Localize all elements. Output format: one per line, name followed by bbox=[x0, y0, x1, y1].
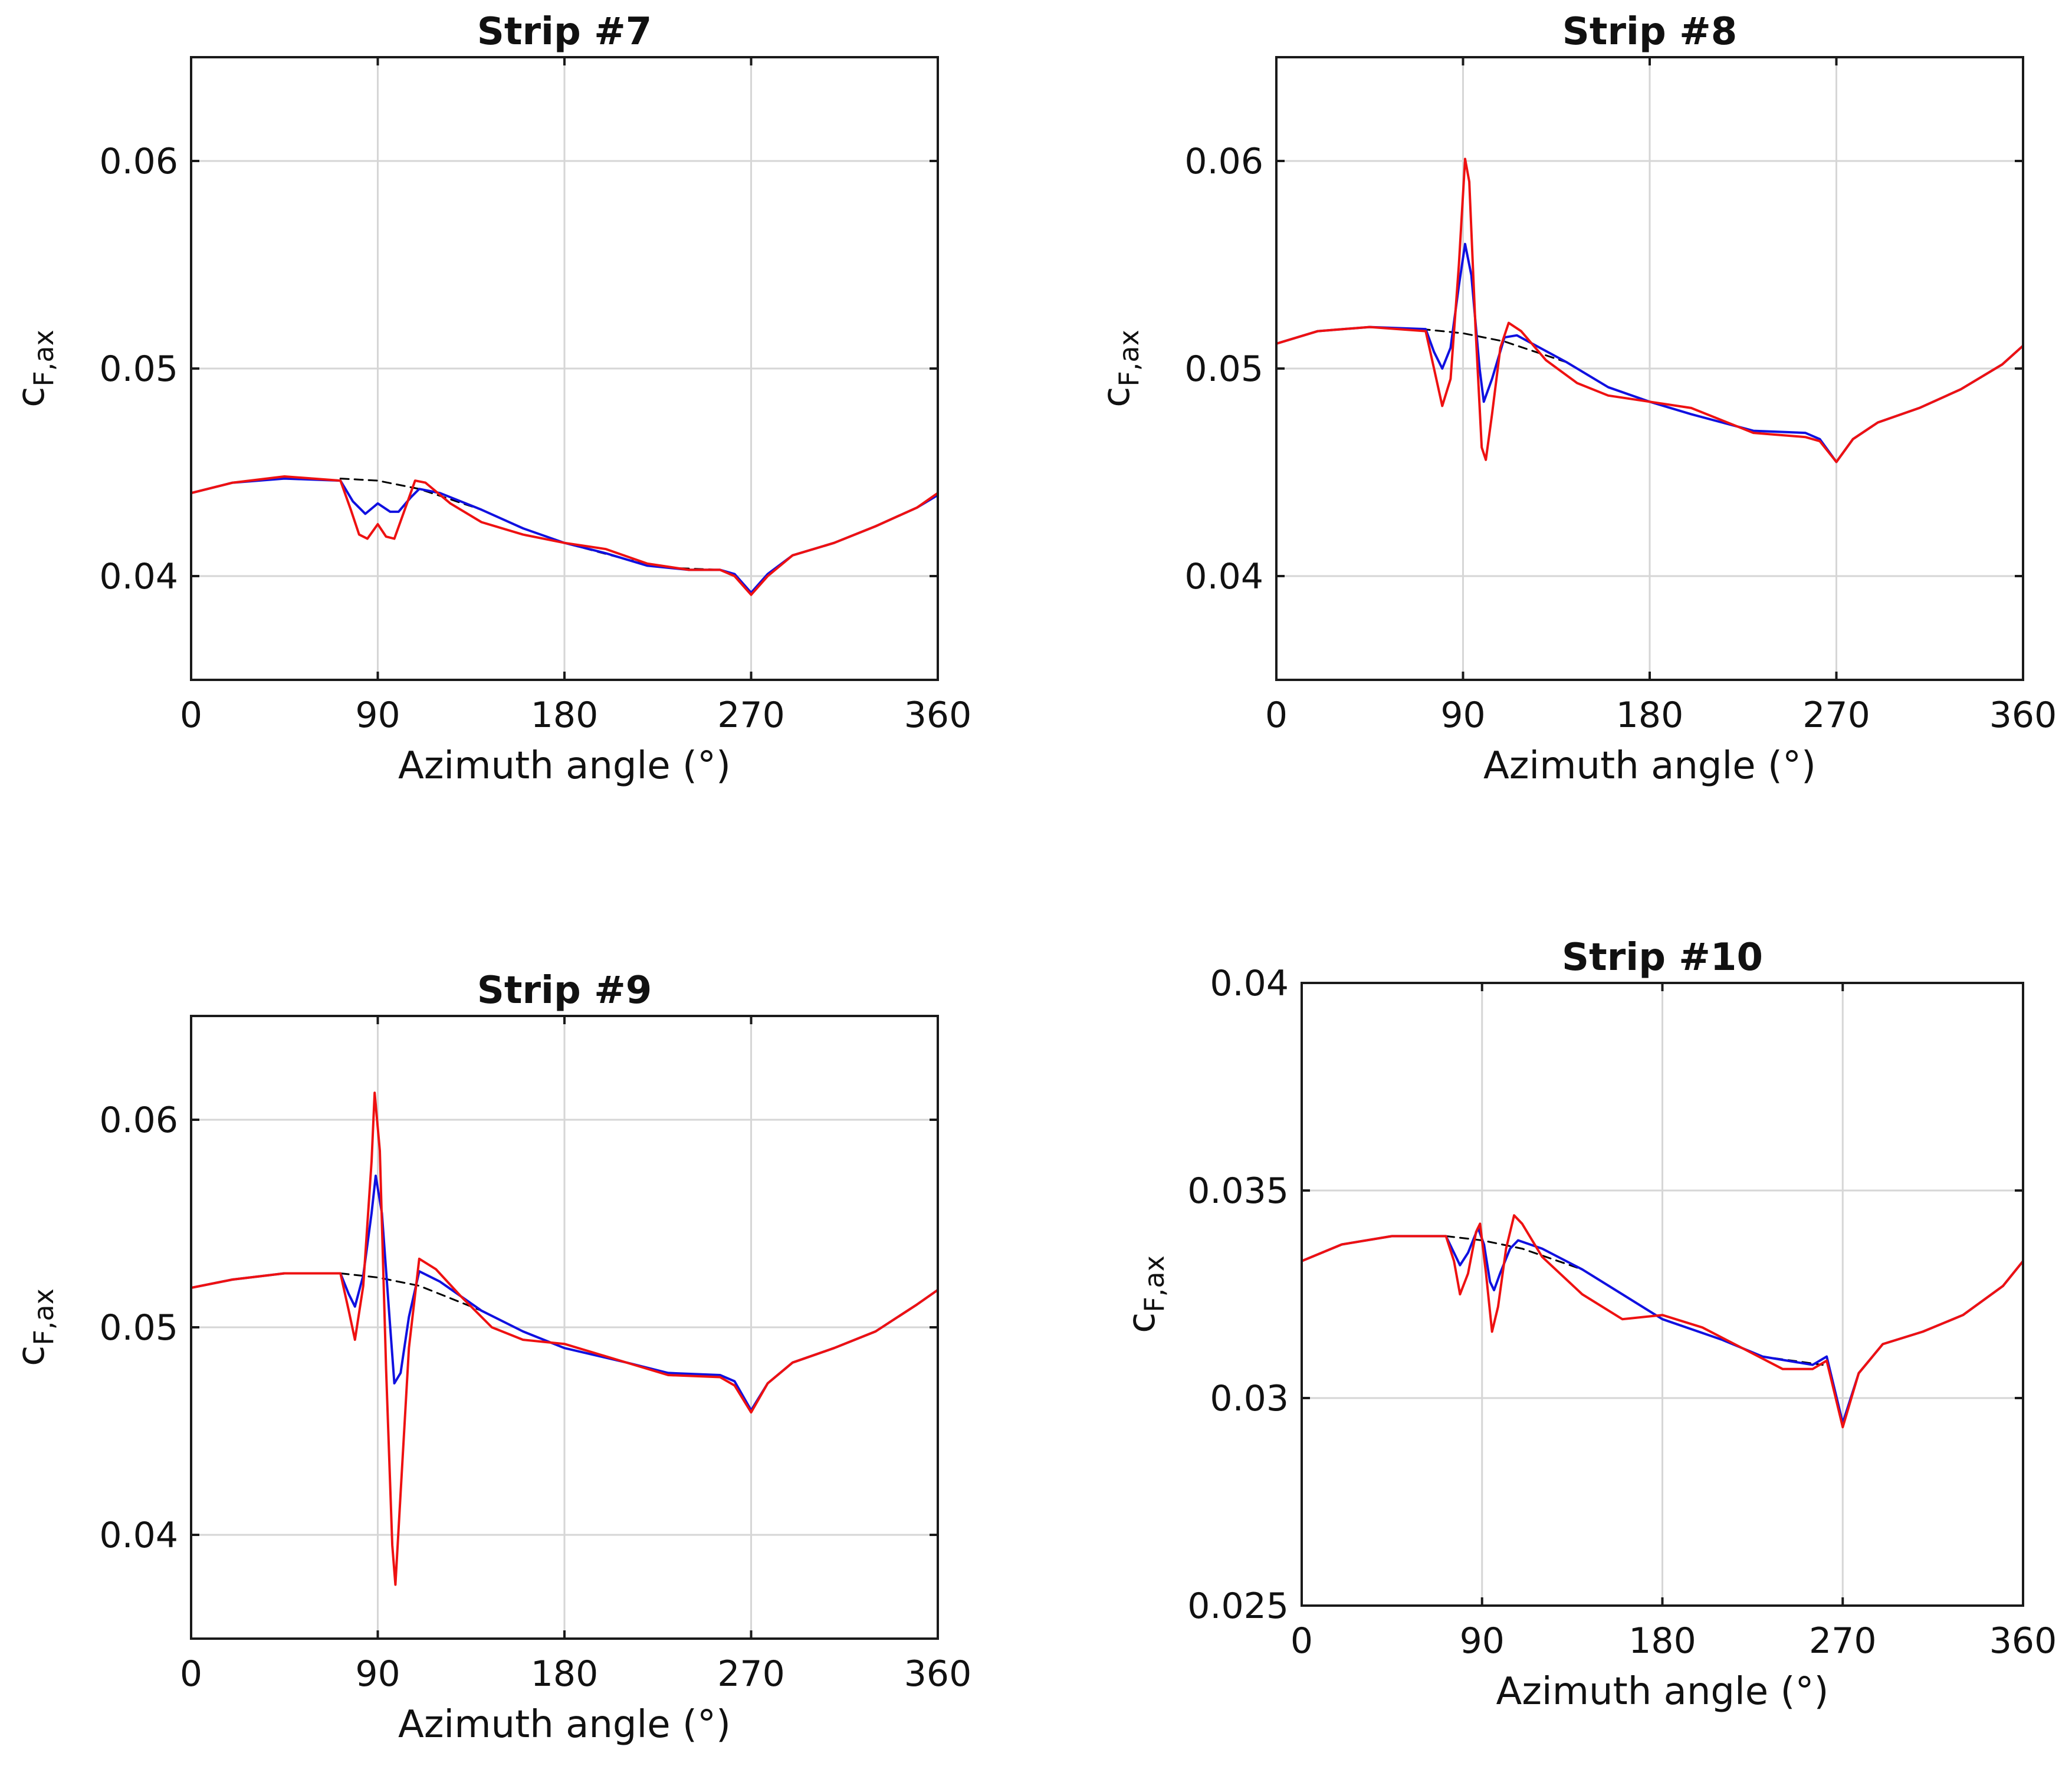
y-axis-label-main: c bbox=[1120, 1313, 1164, 1333]
chart-panel-4: 0 90 180 270 360 0.025 0.03 0.035 0.04 Strip #10 A… bbox=[1120, 936, 2057, 1714]
chart-title: Strip #7 bbox=[477, 10, 652, 54]
y-axis-label-subscript: F,ax bbox=[1138, 1255, 1170, 1313]
y-axis-label-subscript: F,ax bbox=[1113, 330, 1145, 387]
y-axis-label: cF,ax bbox=[9, 1288, 60, 1366]
x-tick-label: 270 bbox=[717, 695, 785, 736]
y-axis-label-subscript: F,ax bbox=[28, 1288, 60, 1346]
y-axis-label-main: c bbox=[9, 1346, 53, 1366]
chart-panel-2: 0 90 180 270 360 0.04 0.05 0.06 Strip #8 Azimuth … bbox=[1095, 10, 2057, 788]
x-tick-label: 180 bbox=[1616, 695, 1684, 736]
y-tick-label: 0.06 bbox=[99, 141, 178, 182]
x-axis-label: Azimuth angle (°) bbox=[1496, 1670, 1829, 1714]
chart-panel-3: 0 90 180 270 360 0.04 0.05 0.06 Strip #9 Azimuth … bbox=[9, 969, 971, 1747]
x-tick-label: 0 bbox=[1291, 1620, 1313, 1662]
x-tick-label: 270 bbox=[1802, 695, 1870, 736]
y-tick-label: 0.035 bbox=[1187, 1170, 1289, 1212]
x-axis-label: Azimuth angle (°) bbox=[398, 744, 731, 788]
y-axis-label-subscript: F,ax bbox=[28, 330, 60, 387]
x-tick-label: 0 bbox=[1265, 695, 1288, 736]
x-tick-label: 0 bbox=[180, 695, 202, 736]
chart-title: Strip #8 bbox=[1562, 10, 1737, 54]
series-line-red bbox=[1276, 157, 2023, 463]
y-axis-label: cF,ax bbox=[9, 330, 60, 407]
y-tick-label: 0.04 bbox=[1210, 963, 1289, 1004]
series-line-red bbox=[191, 475, 938, 596]
x-axis-label: Azimuth angle (°) bbox=[1483, 744, 1816, 788]
y-axis-label-main: c bbox=[1095, 387, 1138, 407]
y-tick-label: 0.05 bbox=[99, 348, 178, 390]
x-tick-label: 0 bbox=[180, 1653, 202, 1695]
x-tick-label: 360 bbox=[1989, 695, 2057, 736]
x-tick-label: 180 bbox=[531, 1653, 599, 1695]
x-axis-label: Azimuth angle (°) bbox=[398, 1703, 731, 1747]
chart-title: Strip #9 bbox=[477, 969, 652, 1012]
y-axis-label-main: c bbox=[9, 387, 53, 407]
y-axis-label: cF,ax bbox=[1120, 1255, 1170, 1333]
x-tick-label: 90 bbox=[355, 1653, 400, 1695]
y-tick-label: 0.03 bbox=[1210, 1378, 1289, 1419]
series-line-red bbox=[1302, 1214, 2023, 1429]
y-tick-label: 0.025 bbox=[1187, 1586, 1289, 1627]
chart-title: Strip #10 bbox=[1562, 936, 1763, 979]
x-tick-label: 90 bbox=[1460, 1620, 1505, 1662]
y-tick-label: 0.06 bbox=[1184, 141, 1263, 182]
y-tick-label: 0.06 bbox=[99, 1100, 178, 1141]
x-tick-label: 90 bbox=[1440, 695, 1485, 736]
series-line-red bbox=[191, 1091, 938, 1586]
y-tick-label: 0.05 bbox=[1184, 348, 1263, 390]
chart-panel-1: 0 90 180 270 360 0.04 0.05 0.06 Strip #7 Azimuth … bbox=[9, 10, 971, 788]
x-tick-label: 90 bbox=[355, 695, 400, 736]
y-axis-label: cF,ax bbox=[1095, 330, 1145, 407]
y-tick-label: 0.04 bbox=[1184, 556, 1263, 597]
x-tick-label: 270 bbox=[717, 1653, 785, 1695]
y-tick-label: 0.04 bbox=[99, 1515, 178, 1556]
y-tick-label: 0.05 bbox=[99, 1307, 178, 1349]
x-tick-label: 360 bbox=[904, 695, 972, 736]
x-tick-label: 180 bbox=[531, 695, 599, 736]
x-tick-label: 270 bbox=[1809, 1620, 1877, 1662]
y-tick-label: 0.04 bbox=[99, 556, 178, 597]
x-tick-label: 360 bbox=[1989, 1620, 2057, 1662]
x-tick-label: 180 bbox=[1628, 1620, 1696, 1662]
x-tick-label: 360 bbox=[904, 1653, 972, 1695]
